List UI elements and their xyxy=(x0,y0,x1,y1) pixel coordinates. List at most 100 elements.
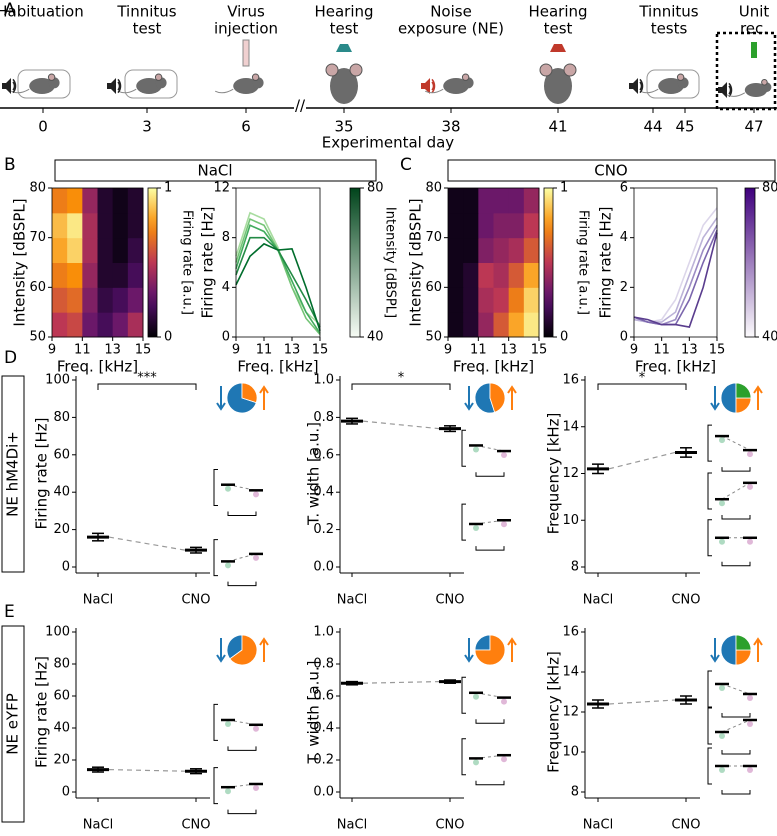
heatmap-cell xyxy=(463,237,479,263)
tuning-line xyxy=(633,207,718,323)
heatmap-cell xyxy=(523,212,540,239)
speaker-icon xyxy=(117,78,122,94)
colorbar-label: Firing rate [a.u.] xyxy=(180,210,195,315)
y-axis-label: Firing rate [Hz] xyxy=(597,207,615,319)
y-tick-label: 40 xyxy=(53,721,70,736)
subgroup-dot xyxy=(747,538,753,545)
speaker-icon xyxy=(12,78,17,94)
y-tick-label: 4 xyxy=(620,230,628,245)
subgroup-bracket xyxy=(213,767,218,805)
tuning-line xyxy=(633,217,718,323)
heatmap-cell xyxy=(67,237,83,263)
subgroup-dot xyxy=(473,524,479,531)
speaker-icon xyxy=(107,78,116,94)
subgroup-dot xyxy=(501,756,507,763)
subgroup-dot xyxy=(719,500,725,507)
y-axis-label: T. width [a.u.] xyxy=(305,661,323,765)
subgroup-dot xyxy=(747,721,753,727)
arrow-down xyxy=(464,386,474,411)
y-tick-label: 70 xyxy=(29,230,46,245)
y-tick-label: 80 xyxy=(425,181,442,196)
subgroup-dot xyxy=(253,725,259,732)
subgroup-bracket xyxy=(707,707,712,745)
x-tick-label: NaCl xyxy=(83,818,113,833)
panel-label: D xyxy=(4,348,17,368)
mouse-icon xyxy=(461,73,470,81)
event-label: Habituation xyxy=(0,3,84,21)
mouse-icon xyxy=(29,78,55,94)
y-tick-label: 0 xyxy=(620,330,628,345)
y-tick-label: 14 xyxy=(562,665,579,680)
arrow-down xyxy=(710,638,720,663)
x-tick-label: 9 xyxy=(630,343,638,358)
speaker-icon xyxy=(336,44,352,52)
subgroup-bracket xyxy=(213,469,218,507)
heatmap-cell xyxy=(478,287,494,313)
y-tick-label: 8 xyxy=(222,230,230,245)
x-tick-label: 15 xyxy=(531,343,548,358)
row-label: NE hM4Di+ xyxy=(4,431,22,517)
colorbar-tick-label: 40 xyxy=(762,330,777,345)
subgroup-bracket xyxy=(475,780,505,786)
mouse-icon xyxy=(726,92,746,97)
mouse-icon xyxy=(136,78,162,94)
event-label: Tinnitus xyxy=(638,3,698,21)
subgroup-dot xyxy=(225,485,231,492)
subgroup-bracket xyxy=(227,511,257,517)
y-tick-label: 80 xyxy=(29,181,46,196)
speaker-icon xyxy=(728,85,732,95)
subgroup-dot xyxy=(225,788,231,795)
tube-icon xyxy=(124,69,178,99)
subgroup-bracket xyxy=(721,561,751,567)
y-tick-label: 12 xyxy=(213,181,230,196)
y-tick-label: 40 xyxy=(53,485,70,500)
y-tick-label: 20 xyxy=(53,753,70,768)
heatmap-cell xyxy=(523,262,540,288)
mouse-icon xyxy=(349,63,363,77)
heatmap-cell xyxy=(493,287,510,313)
y-axis-label: Frequency [kHz] xyxy=(545,413,563,535)
subgroup-dot xyxy=(253,491,259,498)
highlight-box xyxy=(715,31,777,111)
y-tick-label: 0.0 xyxy=(313,560,334,575)
event-label: test xyxy=(330,20,359,38)
arrow-down xyxy=(216,638,226,663)
y-tick-label: 0.4 xyxy=(313,721,334,736)
subgroup-bracket xyxy=(707,424,712,462)
panel-label: B xyxy=(4,155,16,175)
y-tick-label: 100 xyxy=(45,625,70,640)
y-tick-label: 60 xyxy=(53,447,70,462)
mouse-icon xyxy=(47,73,56,81)
y-tick-label: 0.8 xyxy=(313,410,334,425)
mouse-icon xyxy=(424,88,444,94)
y-tick-label: 4 xyxy=(222,280,230,295)
heatmap-cell xyxy=(67,287,83,313)
pie-slice xyxy=(489,382,506,413)
y-tick-label: 12 xyxy=(562,705,579,720)
y-axis-label: Intensity [dBSPL] xyxy=(11,198,29,326)
heatmap-cell xyxy=(82,212,98,239)
heatmap-cell xyxy=(478,237,494,263)
x-axis-label: Freq. [kHz] xyxy=(57,358,138,376)
tuning-line xyxy=(235,217,321,336)
mouse-icon xyxy=(676,73,685,81)
heatmap-cell xyxy=(112,188,129,214)
y-tick-label: 80 xyxy=(53,657,70,672)
mouse-icon xyxy=(117,88,137,94)
subgroup-dot xyxy=(719,437,725,444)
significance-bracket xyxy=(97,383,197,390)
colorbar xyxy=(744,187,756,338)
heatmap-cell xyxy=(523,312,540,338)
arrow-up xyxy=(507,385,517,410)
heatmap-cell xyxy=(448,312,464,338)
heatmap-cell xyxy=(508,237,525,263)
pie-slice xyxy=(226,634,243,660)
y-axis-label: Intensity [dBSPL] xyxy=(407,198,425,326)
subgroup-bracket xyxy=(213,539,218,577)
heatmap-cell xyxy=(478,188,494,214)
heatmap-cell xyxy=(127,237,144,263)
heatmap-cell xyxy=(52,312,68,338)
y-tick-label: 2 xyxy=(620,280,628,295)
heatmap-cell xyxy=(52,237,68,263)
x-tick-label: 11 xyxy=(653,343,670,358)
